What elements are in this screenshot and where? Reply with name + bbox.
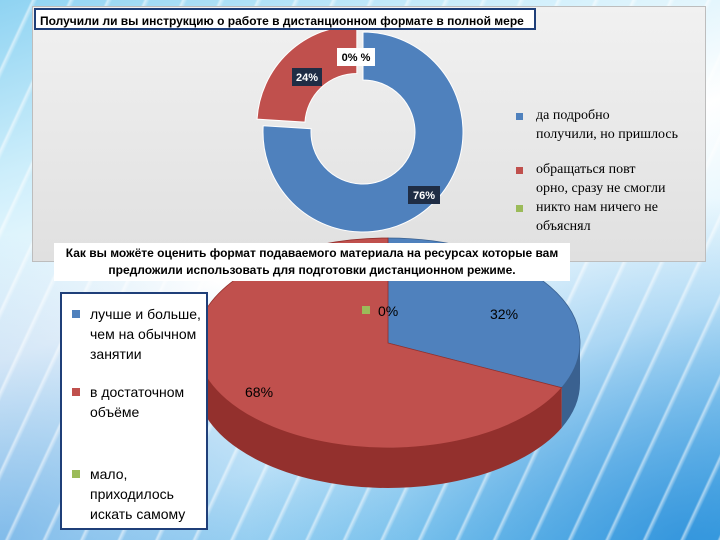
legend-label-line: объёме	[90, 404, 140, 420]
top-legend-item-1: да подробно получили, но пришлось	[510, 106, 678, 144]
legend-label-line: никто нам ничего не	[536, 200, 658, 215]
svg-text:24%: 24%	[296, 72, 318, 84]
legend-swatch-icon	[72, 470, 80, 478]
donut-data-label-3: 0% %	[337, 48, 375, 66]
legend-label-line: чем на обычном	[90, 326, 197, 342]
legend-label-line: орно, сразу не смогли	[536, 181, 666, 196]
bottom-legend-item-2: в достаточном объёме	[72, 382, 184, 422]
bottom-legend-item-1: лучше и больше, чем на обычном занятии	[72, 304, 201, 364]
legend-swatch-icon	[72, 310, 80, 318]
svg-text:68%: 68%	[245, 384, 273, 400]
svg-text:32%: 32%	[490, 306, 518, 322]
legend-label-line: занятии	[90, 346, 142, 362]
svg-text:76%: 76%	[413, 190, 435, 202]
bottom-chart-title: Как вы можёте оценить формат подаваемого…	[54, 243, 570, 281]
pie-side-1	[561, 343, 580, 428]
legend-label-line: приходилось	[90, 486, 174, 502]
legend-swatch-icon	[72, 388, 80, 396]
legend-label-line: объяснял	[536, 219, 591, 234]
legend-label-line: в достаточном	[90, 384, 185, 400]
bottom-chart-legend: лучше и больше, чем на обычном занятии в до…	[60, 292, 208, 530]
legend-label-line: лучше и больше,	[90, 306, 201, 322]
top-legend-item-2: обращаться повт орно, сразу не смогли	[510, 160, 665, 198]
pie-side-2	[196, 343, 562, 489]
legend-swatch-icon	[516, 113, 523, 120]
svg-text:0% %: 0% %	[342, 52, 371, 64]
legend-label-line: да подробно	[536, 108, 610, 123]
legend-label-line: получили, но пришлось	[536, 127, 678, 142]
pie-data-label-3: 0%	[362, 303, 398, 319]
pie-data-label-1: 32%	[490, 306, 518, 322]
donut-data-label-1: 76%	[408, 186, 440, 204]
donut-chart: 76% 24% 0% %	[256, 24, 464, 233]
top-chart-title: Получили ли вы инструкцию о работе в дис…	[34, 8, 536, 30]
legend-swatch-icon	[516, 167, 523, 174]
legend-swatch-icon	[516, 205, 523, 212]
legend-label-line: искать самому	[90, 506, 186, 522]
svg-text:0%: 0%	[378, 303, 398, 319]
legend-label-line: обращаться повт	[536, 162, 636, 177]
donut-slice-1	[262, 31, 464, 233]
top-legend-item-3: никто нам ничего не объяснял	[510, 198, 658, 236]
legend-label-line: мало,	[90, 466, 128, 482]
pie-data-label-2: 68%	[245, 384, 273, 400]
donut-data-label-2: 24%	[292, 68, 322, 86]
bottom-legend-item-3: мало, приходилось искать самому	[72, 464, 185, 524]
